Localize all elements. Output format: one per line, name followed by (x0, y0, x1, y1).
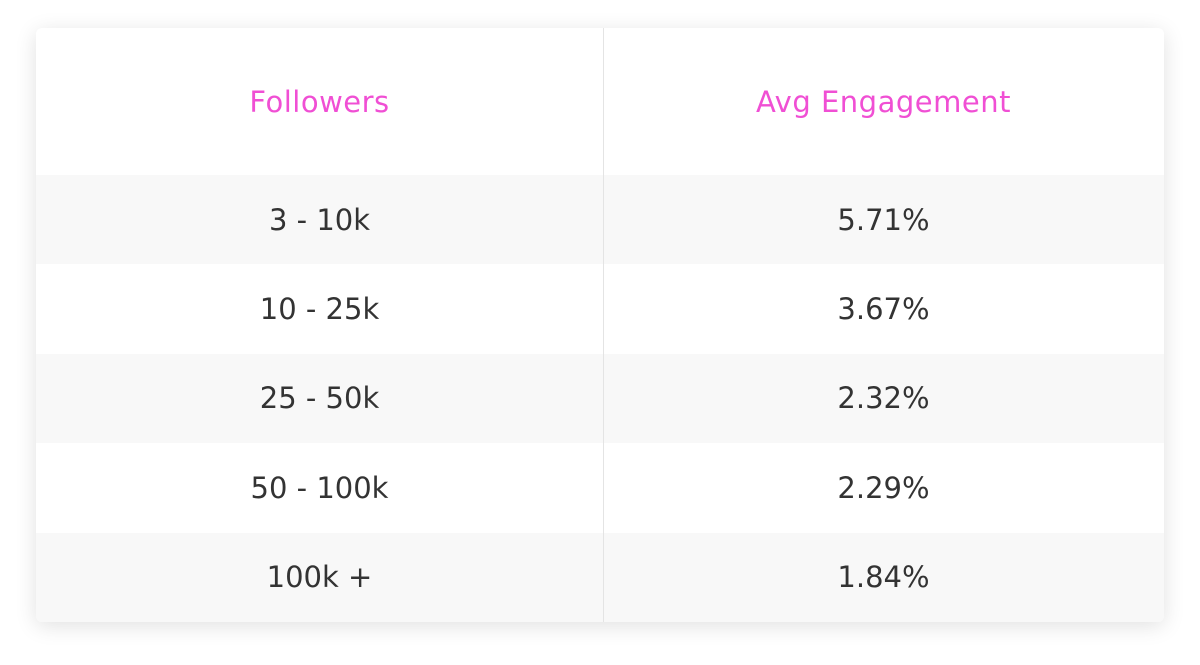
table-cell: 100k + (266, 560, 373, 595)
column-divider (603, 28, 604, 622)
table-card: Followers Avg Engagement 3 - 10k 5.71% 10 … (36, 28, 1164, 622)
table-cell: 5.71% (837, 202, 930, 237)
table-cell: 2.29% (837, 470, 930, 505)
header-row: Followers Avg Engagement (36, 28, 1164, 175)
table-cell: 3 - 10k (268, 202, 371, 237)
header-cell: Followers (249, 84, 390, 119)
table-cell: 1.84% (837, 560, 930, 595)
table-cell: 2.32% (837, 381, 930, 416)
table-row: 100k + 1.84% (36, 532, 1164, 622)
table-row: 50 - 100k 2.29% (36, 443, 1164, 532)
table-cell: 3.67% (837, 292, 930, 327)
table-row: 10 - 25k 3.67% (36, 264, 1164, 353)
table-cell: 50 - 100k (250, 470, 389, 505)
table-cell: 25 - 50k (259, 381, 380, 416)
table-row: 3 - 10k 5.71% (36, 175, 1164, 265)
table-cell: 10 - 25k (259, 292, 380, 327)
header-cell: Avg Engagement (756, 84, 1011, 119)
table-row: 25 - 50k 2.32% (36, 353, 1164, 444)
